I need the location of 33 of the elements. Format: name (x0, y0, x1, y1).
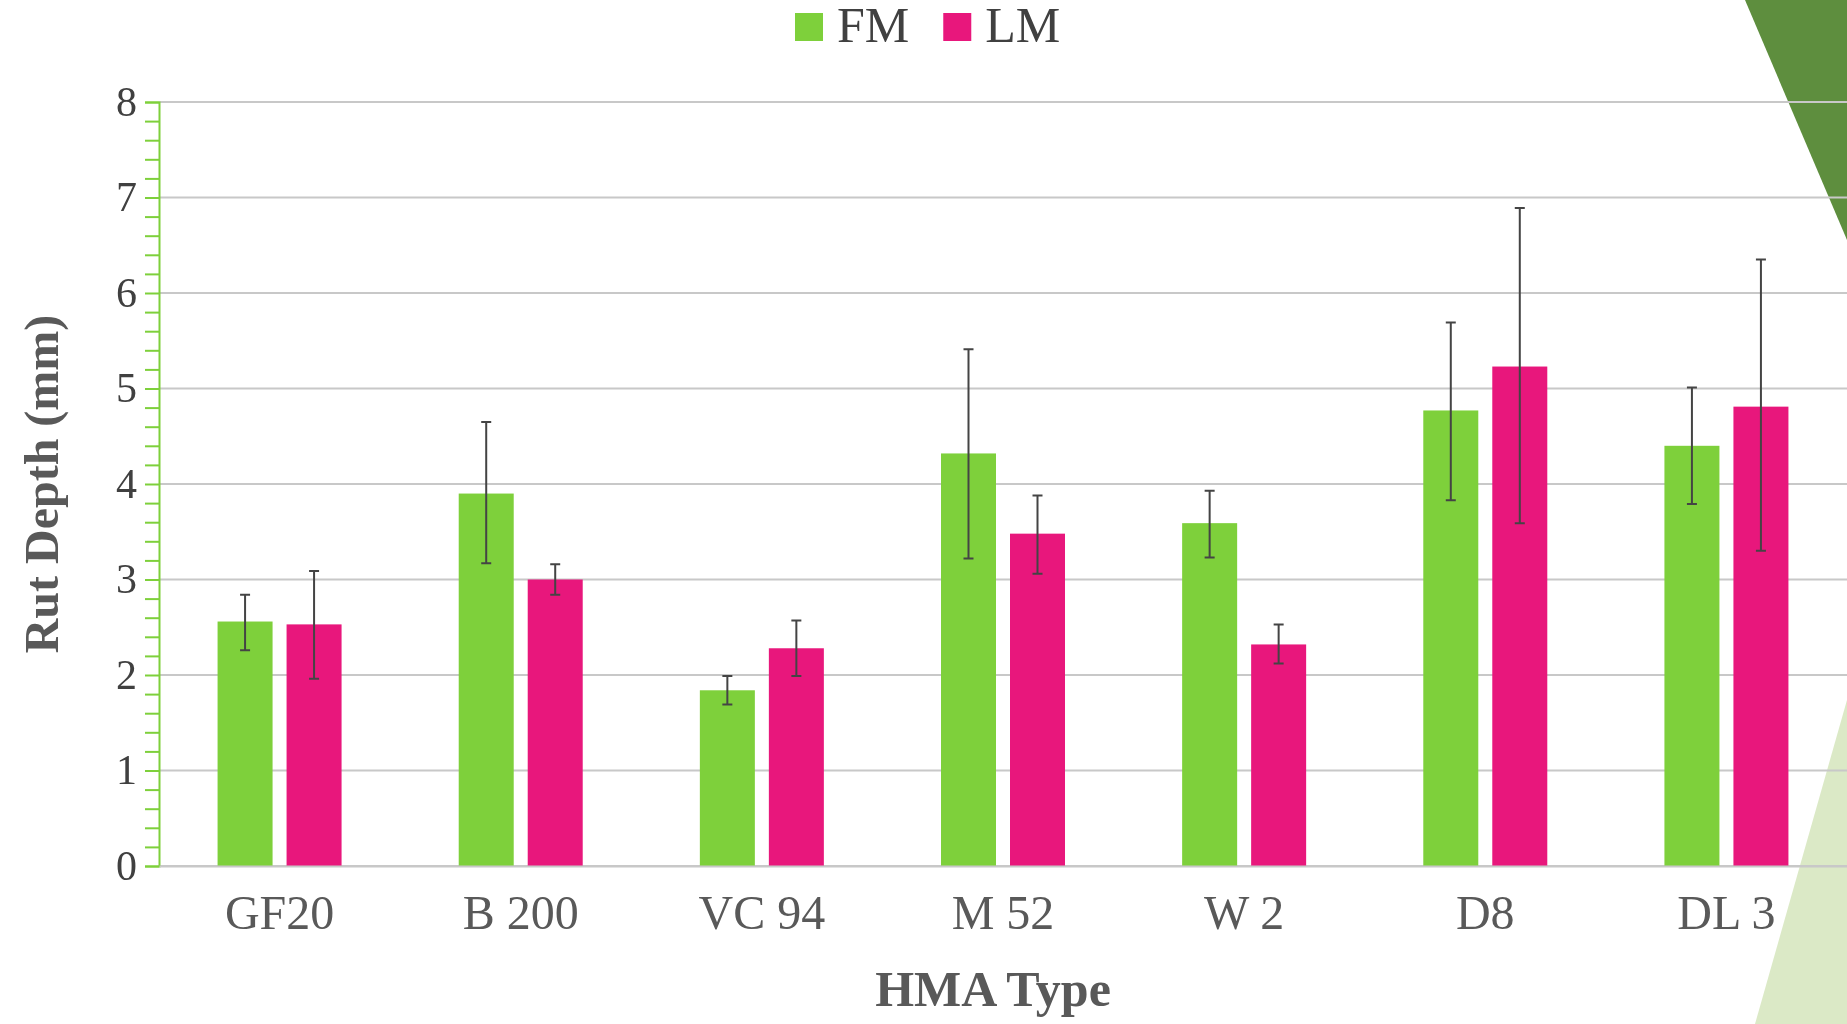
x-axis-title: HMA Type (875, 961, 1111, 1017)
bar (1010, 533, 1065, 866)
bar (768, 648, 824, 866)
y-tick-label: 5 (116, 365, 137, 412)
bar (699, 690, 755, 866)
y-tick-label: 1 (116, 747, 137, 794)
bar (1664, 445, 1720, 866)
bar (527, 579, 583, 866)
x-tick-label: B 200 (462, 886, 579, 939)
y-tick-label: 0 (116, 842, 137, 889)
x-tick-label: M 52 (951, 886, 1055, 939)
y-tick-label: 2 (116, 651, 137, 698)
bar (1182, 523, 1238, 866)
legend-label: LM (985, 0, 1061, 53)
bar (1251, 644, 1307, 866)
bar (1492, 366, 1548, 866)
y-tick-label: 4 (116, 460, 137, 507)
x-tick-label: D8 (1455, 886, 1515, 939)
legend-label: FM (837, 0, 910, 53)
y-tick-label: 7 (116, 174, 137, 221)
y-tick-label: 3 (116, 556, 137, 603)
bar (1423, 410, 1479, 866)
y-axis-title: Rut Depth (mm) (15, 314, 69, 654)
bar (941, 453, 996, 866)
x-tick-label: VC 94 (698, 886, 826, 939)
x-tick-label: GF20 (224, 886, 335, 939)
y-tick-label: 6 (116, 269, 137, 316)
x-tick-label: DL 3 (1677, 886, 1776, 939)
bar (217, 621, 273, 866)
bar (458, 493, 514, 866)
y-tick-label: 8 (116, 78, 137, 125)
bar (286, 624, 342, 866)
x-tick-label: W 2 (1203, 886, 1285, 939)
